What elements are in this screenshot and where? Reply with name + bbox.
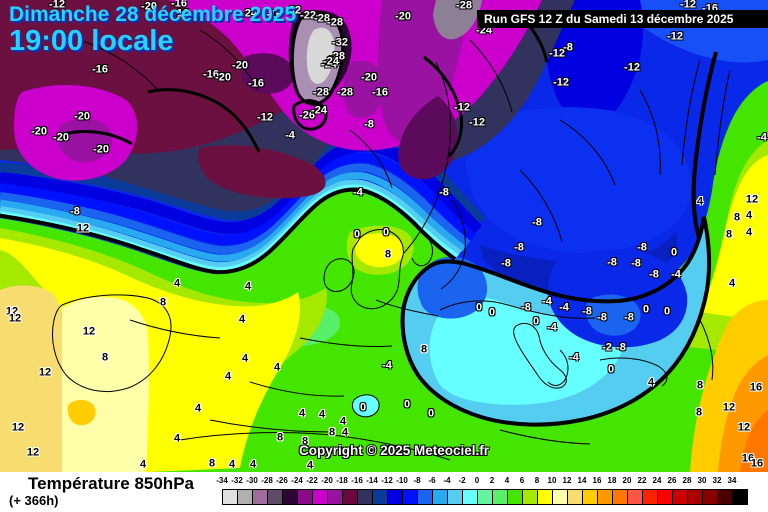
legend-tick: -8 — [413, 476, 421, 485]
legend-cell — [688, 489, 703, 505]
legend-cell — [343, 489, 358, 505]
legend-tick: 18 — [607, 476, 617, 485]
legend-tick: -20 — [321, 476, 333, 485]
legend-cell — [313, 489, 328, 505]
map-title: Température 850hPa — [28, 474, 194, 493]
legend-cell — [658, 489, 673, 505]
legend-cell — [433, 489, 448, 505]
map-area: -12 -20 -16 -16 -24 -16 -32 -22 -28 -28 -20 -28 -24-… — [0, 0, 768, 472]
legend-tick: -24 — [291, 476, 303, 485]
legend-tick: 28 — [682, 476, 692, 485]
legend-cell — [523, 489, 538, 505]
legend-tick: 12 — [562, 476, 572, 485]
legend-cell — [493, 489, 508, 505]
legend-tick: 26 — [667, 476, 677, 485]
legend-tick: -16 — [351, 476, 363, 485]
legend-tick: -30 — [246, 476, 258, 485]
legend-tick: -18 — [336, 476, 348, 485]
legend-cell — [703, 489, 718, 505]
model-run-info-bar: Run GFS 12 Z du Samedi 13 décembre 2025 — [477, 10, 768, 28]
legend-color-scale — [222, 489, 748, 505]
isotherm-thick-contours — [0, 11, 718, 427]
legend-tick: 14 — [577, 476, 587, 485]
legend-tick: -26 — [276, 476, 288, 485]
legend-tick: -10 — [396, 476, 408, 485]
legend-cell — [478, 489, 493, 505]
legend-cell — [373, 489, 388, 505]
legend-cell — [448, 489, 463, 505]
legend-tick: -32 — [231, 476, 243, 485]
legend-cell — [298, 489, 313, 505]
legend-tick: -6 — [428, 476, 436, 485]
legend-cell — [222, 489, 238, 505]
legend-tick: 22 — [637, 476, 647, 485]
legend-cell — [733, 489, 748, 505]
legend-tick: -34 — [216, 476, 228, 485]
legend-tick: -4 — [443, 476, 451, 485]
forecast-hour: (+ 366h) — [9, 493, 59, 508]
legend-cell — [388, 489, 403, 505]
legend-tick: 2 — [489, 476, 495, 485]
legend-tick: 30 — [697, 476, 707, 485]
legend-tick: -12 — [381, 476, 393, 485]
forecast-date-text: Dimanche 28 décembre 2025 — [9, 3, 297, 26]
legend-tick: 32 — [712, 476, 722, 485]
legend-tick: -14 — [366, 476, 378, 485]
legend-cell — [538, 489, 553, 505]
legend-cell — [553, 489, 568, 505]
zone-warm-yellow-orange — [0, 140, 768, 472]
legend-cell — [283, 489, 298, 505]
legend-cell — [403, 489, 418, 505]
legend-cell — [253, 489, 268, 505]
copyright-text: Copyright © 2025 Meteociel.fr — [299, 443, 489, 458]
legend-cell — [463, 489, 478, 505]
coastlines-and-thin-contours — [52, 29, 731, 461]
temperature-map-canvas — [0, 0, 768, 472]
legend-cell — [598, 489, 613, 505]
legend-tick: 24 — [652, 476, 662, 485]
legend-tick: -28 — [261, 476, 273, 485]
legend-tick: -22 — [306, 476, 318, 485]
legend-cell — [358, 489, 373, 505]
forecast-time-text: 19:00 locale — [9, 25, 174, 57]
legend-cell — [583, 489, 598, 505]
legend-tick-labels: -34 -32 -30 -28 -26 -24 -22 -20 -18 -16 -14 -12 -10-… — [0, 476, 768, 486]
legend-cell — [238, 489, 253, 505]
legend-cell — [628, 489, 643, 505]
legend-tick: -2 — [458, 476, 466, 485]
legend-tick: 16 — [592, 476, 602, 485]
legend-tick: 20 — [622, 476, 632, 485]
legend-cell — [328, 489, 343, 505]
legend-cell — [718, 489, 733, 505]
legend-cell — [508, 489, 523, 505]
zone-arctic-purples — [0, 0, 575, 212]
legend-tick: 10 — [547, 476, 557, 485]
legend-cell — [418, 489, 433, 505]
legend-footer: Température 850hPa (+ 366h) -34 -32 -30 -28… — [0, 472, 768, 512]
legend-cell — [613, 489, 628, 505]
legend-tick: 34 — [727, 476, 737, 485]
legend-cell — [673, 489, 688, 505]
legend-tick: 6 — [519, 476, 525, 485]
legend-tick: 4 — [504, 476, 510, 485]
legend-cell — [268, 489, 283, 505]
legend-tick: 0 — [474, 476, 480, 485]
legend-tick: 8 — [534, 476, 540, 485]
legend-cell — [643, 489, 658, 505]
legend-cell — [568, 489, 583, 505]
